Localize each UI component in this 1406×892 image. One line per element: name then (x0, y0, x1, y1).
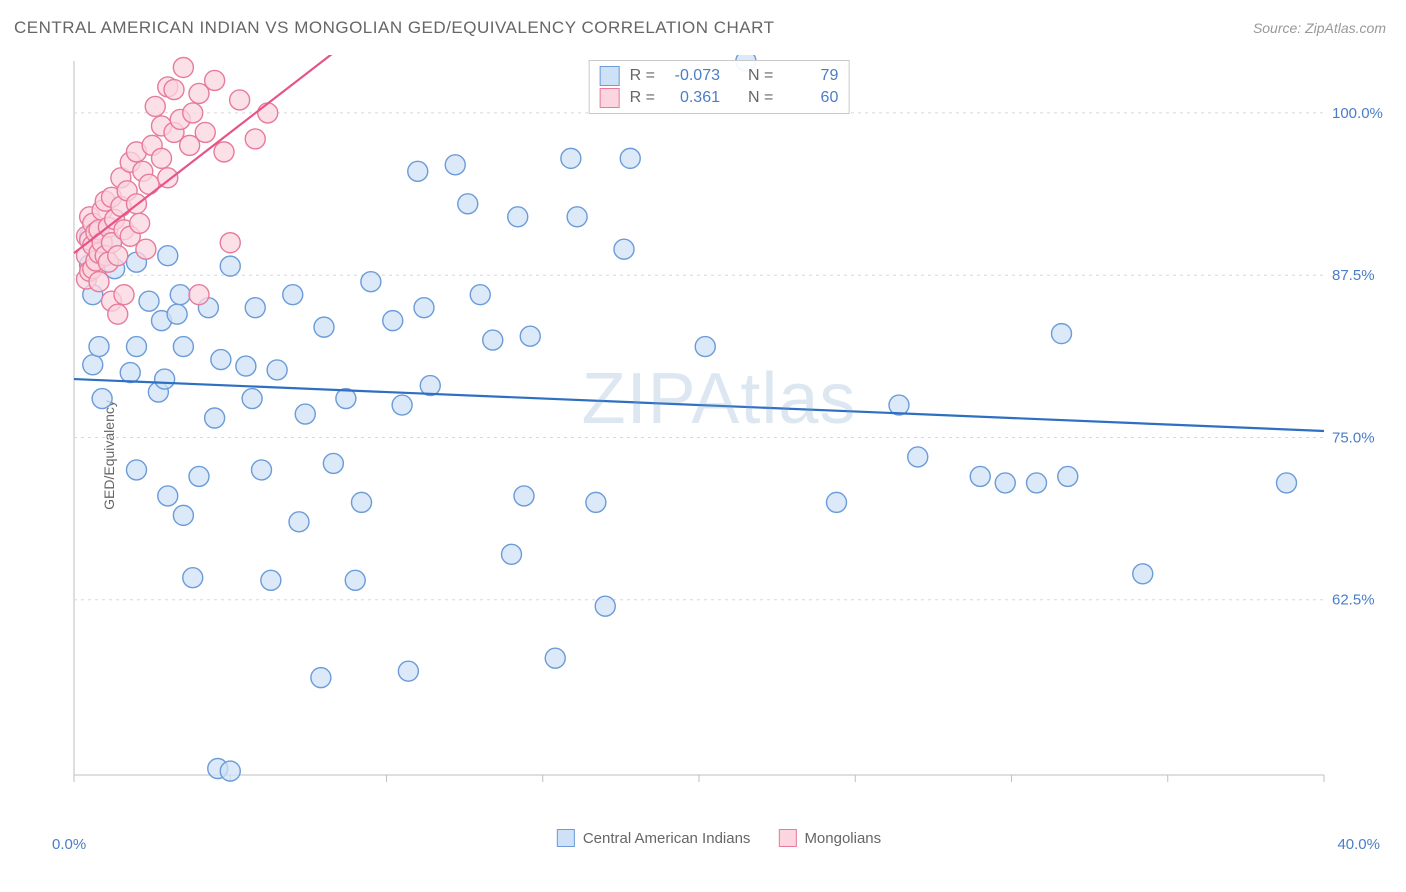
correlation-row-0: R = -0.073 N = 79 (600, 65, 839, 87)
legend-item-1: Mongolians (778, 829, 881, 847)
n-value-0: 79 (783, 67, 838, 85)
legend-label-0: Central American Indians (583, 830, 751, 847)
source-attribution: Source: ZipAtlas.com (1253, 20, 1386, 36)
svg-text:62.5%: 62.5% (1332, 592, 1375, 609)
n-label: N = (748, 67, 773, 85)
legend-item-0: Central American Indians (557, 829, 751, 847)
r-label: R = (630, 67, 655, 85)
svg-text:100.0%: 100.0% (1332, 105, 1383, 122)
chart-container: GED/Equivalency 62.5%75.0%87.5%100.0% ZI… (44, 55, 1394, 855)
legend-swatch-pink (600, 88, 620, 108)
series-legend: Central American Indians Mongolians (557, 829, 881, 847)
correlation-legend: R = -0.073 N = 79 R = 0.361 N = 60 (589, 60, 850, 114)
r-value-0: -0.073 (665, 67, 720, 85)
n-value-1: 60 (783, 89, 838, 107)
r-label: R = (630, 89, 655, 107)
legend-label-1: Mongolians (804, 830, 881, 847)
legend-swatch-1 (778, 829, 796, 847)
svg-text:87.5%: 87.5% (1332, 267, 1375, 284)
r-value-1: 0.361 (665, 89, 720, 107)
correlation-row-1: R = 0.361 N = 60 (600, 87, 839, 109)
x-axis-min-label: 0.0% (52, 836, 86, 853)
legend-swatch-blue (600, 66, 620, 86)
chart-title: CENTRAL AMERICAN INDIAN VS MONGOLIAN GED… (14, 18, 774, 38)
svg-text:75.0%: 75.0% (1332, 429, 1375, 446)
scatter-plot: 62.5% 75.0% 87.5% 100.0% (64, 55, 1394, 815)
legend-swatch-0 (557, 829, 575, 847)
x-axis-max-label: 40.0% (1337, 836, 1380, 853)
n-label: N = (748, 89, 773, 107)
